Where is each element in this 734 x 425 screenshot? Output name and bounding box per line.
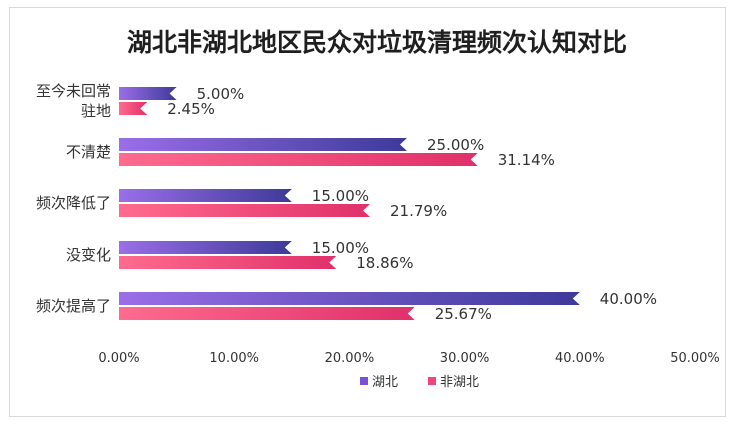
data-labels: 5.00%2.45% 25.00% 31.14% 15.00% 21.79% 15.00%… (167, 85, 657, 323)
x-tick-label: 10.00% (209, 351, 259, 366)
data-label: 25.00% (427, 136, 484, 154)
bar-hubei (119, 241, 292, 254)
category-label: 至今未回常 (36, 82, 111, 100)
data-label: 40.00% (600, 290, 657, 308)
bar-hubei (119, 292, 580, 305)
category-label: 驻地 (81, 102, 111, 120)
category-label: 不清楚 (66, 143, 111, 161)
x-axis: 0.00% 10.00% 20.00% 30.00% 40.00% 50.00% (98, 351, 719, 366)
legend: 湖北 非湖北 (360, 375, 479, 390)
bar-nonhubei (119, 204, 371, 217)
bar-hubei (119, 87, 177, 100)
bar-nonhubei (119, 102, 148, 115)
legend-label: 湖北 (372, 375, 398, 390)
data-label: 5.00% (197, 85, 245, 103)
x-tick-label: 30.00% (440, 351, 490, 366)
data-label: 21.79% (390, 202, 447, 220)
bar-nonhubei (119, 153, 478, 166)
x-tick-label: 0.00% (98, 351, 139, 366)
x-tick-label: 50.00% (670, 351, 720, 366)
legend-label: 非湖北 (440, 375, 479, 390)
category-label: 没变化 (66, 246, 111, 264)
chart-title: 湖北非湖北地区民众对垃圾清理频次认知对比 (127, 28, 627, 57)
data-label: 18.86% (356, 254, 413, 272)
data-label: 15.00% (312, 187, 369, 205)
bar-nonhubei (119, 307, 415, 320)
x-tick-label: 40.00% (555, 351, 605, 366)
bar-hubei (119, 189, 292, 202)
data-label: 2.45% (167, 100, 215, 118)
category-label: 频次提高了 (36, 297, 111, 315)
bar-hubei (119, 138, 407, 151)
legend-swatch (428, 377, 436, 385)
category-label: 频次降低了 (36, 194, 111, 212)
data-label: 25.67% (435, 305, 492, 323)
legend-swatch (360, 377, 368, 385)
data-label: 31.14% (498, 151, 555, 169)
x-tick-label: 20.00% (325, 351, 375, 366)
bars (119, 87, 580, 320)
data-label: 15.00% (312, 239, 369, 257)
bar-nonhubei (119, 256, 337, 269)
